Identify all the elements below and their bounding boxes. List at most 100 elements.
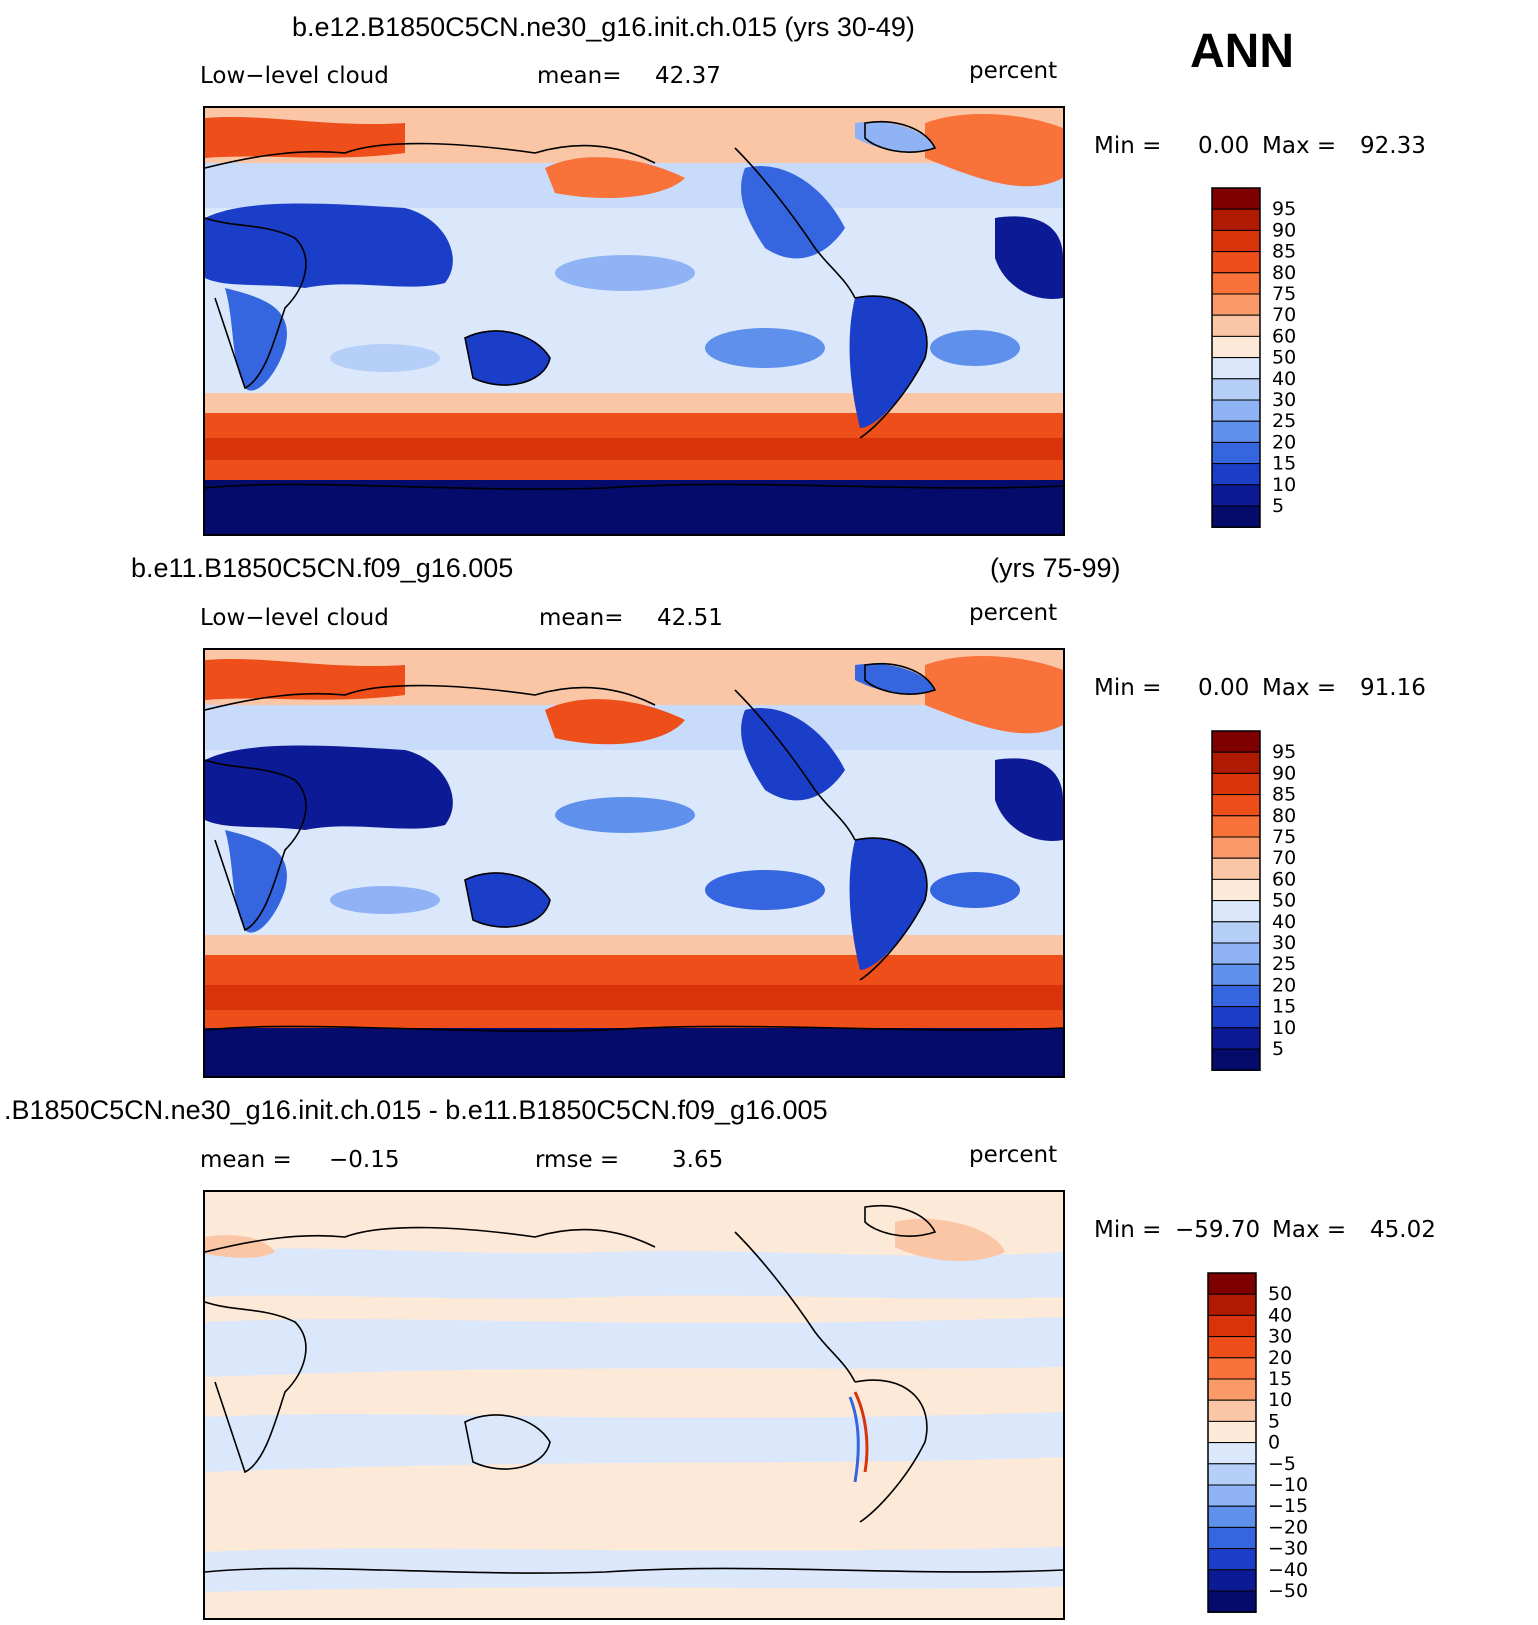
colorbar-swatch [1207, 1336, 1257, 1359]
panel2-title-right: (yrs 75-99) [990, 553, 1121, 583]
panel1-units: percent [969, 58, 1058, 84]
colorbar-swatch [1211, 484, 1261, 507]
panel3-min-value: −59.70 [1175, 1217, 1261, 1243]
colorbar-swatch [1211, 878, 1261, 902]
panel2-variable: Low−level cloud [200, 605, 389, 631]
panel2-mean-value: 42.51 [657, 605, 723, 631]
colorbar-swatch [1211, 441, 1261, 465]
map-south-america [849, 838, 927, 970]
colorbar-tick-label: 15 [1272, 453, 1296, 475]
map-patch-north-east-atlantic [925, 655, 1063, 734]
panel2-max-label: Max = [1262, 675, 1337, 701]
map-patch-north-pacific [545, 157, 685, 198]
map-australia [465, 330, 550, 386]
map-band-south-3 [205, 985, 1063, 1010]
panel1-max-value: 92.33 [1360, 133, 1426, 159]
colorbar-tick-label: 30 [1272, 389, 1296, 411]
colorbar-swatch [1211, 730, 1261, 753]
map-west-africa-edge [995, 216, 1063, 299]
panel1-mean-value: 42.37 [655, 63, 721, 89]
colorbar-tick-label: 15 [1272, 996, 1296, 1018]
colorbar-tick-label: 5 [1268, 1410, 1280, 1432]
map-patch-north-atlantic [205, 658, 405, 700]
coast-greenland [864, 662, 937, 695]
colorbar-tick-label: 10 [1272, 1017, 1296, 1039]
coast-south-america [854, 1379, 928, 1523]
panel2-title-left: b.e11.B1850C5CN.f09_g16.005 [131, 553, 514, 583]
panel3-map-svg [205, 1192, 1063, 1618]
panel3-min-label: Min = [1094, 1217, 1162, 1243]
map-west-africa-edge [995, 758, 1063, 841]
colorbar-swatch [1211, 1027, 1261, 1050]
panel2-units: percent [969, 600, 1058, 626]
colorbar-swatch [1211, 900, 1261, 923]
colorbar-swatch [1211, 857, 1261, 880]
map-antarctica [205, 1028, 1063, 1076]
colorbar-tick-label: 80 [1272, 805, 1296, 827]
panel3-title: .B1850C5CN.ne30_g16.init.ch.015 - b.e11.… [4, 1095, 828, 1125]
coast-australia [464, 1414, 551, 1470]
colorbar-tick-label: −15 [1268, 1495, 1308, 1517]
colorbar-frame [1211, 187, 1261, 528]
colorbar-swatch [1211, 963, 1261, 986]
colorbar-swatch [1207, 1420, 1257, 1444]
colorbar-tick-label: 90 [1272, 762, 1296, 784]
coast-antarctica [205, 483, 1063, 490]
coast-antarctica [205, 1567, 1063, 1574]
colorbar-tick-label: 5 [1272, 1038, 1284, 1060]
map-patch-atlantic-south [930, 872, 1020, 908]
map-diff-andes-red [853, 1391, 869, 1473]
map-patch-pacific-north [555, 797, 695, 833]
coast-eurasia-north [205, 142, 656, 169]
colorbar-swatch [1211, 772, 1261, 796]
panel1-mean-label: mean= [537, 63, 622, 89]
map-diff-band-north [205, 1248, 1063, 1299]
map-patch-indian [330, 886, 440, 914]
map-coastlines [205, 1204, 1063, 1574]
map-antarctica [205, 480, 1063, 534]
panel3-rmse-value: 3.65 [672, 1147, 724, 1173]
colorbar-swatch [1207, 1569, 1257, 1592]
map-patch-indian [330, 344, 440, 372]
colorbar-swatch [1211, 335, 1261, 359]
panel3-max-label: Max = [1272, 1217, 1347, 1243]
colorbar-tick-label: 50 [1268, 1283, 1292, 1305]
colorbar-tick-label: 70 [1272, 304, 1296, 326]
coast-north-america [734, 1231, 856, 1383]
map-patch-north-atlantic [205, 116, 405, 158]
colorbar-tick-label: 50 [1272, 347, 1296, 369]
colorbar-swatch [1211, 357, 1261, 380]
panel2-max-value: 91.16 [1360, 675, 1426, 701]
colorbar-frame [1207, 1272, 1257, 1613]
map-patch-pacific-north [555, 255, 695, 291]
colorbar-tick-label: 60 [1272, 325, 1296, 347]
colorbar-swatch [1207, 1314, 1257, 1338]
colorbar-swatch [1211, 815, 1261, 838]
colorbar-swatch [1211, 272, 1261, 295]
colorbar-tick-label: 70 [1272, 847, 1296, 869]
colorbar-swatch [1211, 836, 1261, 859]
map-eurasia-africa-north [205, 745, 453, 830]
coast-greenland [864, 120, 937, 153]
colorbar-swatch [1211, 794, 1261, 817]
colorbar-tick-label: −40 [1268, 1559, 1308, 1581]
coast-eurasia-north [205, 684, 656, 711]
panel3-rmse-label: rmse = [535, 1147, 620, 1173]
map-coastlines [205, 662, 1063, 1032]
panel1-variable: Low−level cloud [200, 63, 389, 89]
panel1-map [203, 106, 1065, 536]
colorbar-frame [1211, 730, 1261, 1071]
colorbar-tick-label: 75 [1272, 283, 1296, 305]
colorbar-swatch [1211, 399, 1261, 422]
season-label: ANN [1190, 25, 1294, 78]
colorbar-swatch [1207, 1505, 1257, 1528]
map-north-america [741, 166, 845, 259]
colorbar-swatch [1211, 463, 1261, 486]
colorbar-tick-label: 50 [1272, 890, 1296, 912]
map-coastlines [205, 120, 1063, 490]
panel3-map [203, 1190, 1065, 1620]
colorbar-tick-label: 80 [1272, 262, 1296, 284]
coast-africa [205, 217, 307, 390]
